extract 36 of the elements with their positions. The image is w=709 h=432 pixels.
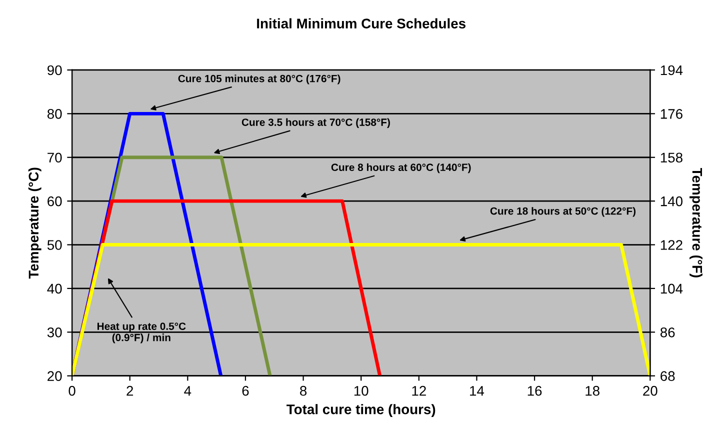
y-tick-label: 20	[48, 371, 62, 382]
y-tick-label: 50	[47, 240, 62, 250]
y-axis-title: Temperature (°C)	[28, 168, 42, 279]
x-tick-label: 0	[68, 386, 76, 396]
x-tick-label: 6	[242, 386, 249, 396]
y2-tick-label: 104	[660, 284, 683, 294]
x-tick-label: 20	[643, 386, 658, 396]
x-tick-label: 2	[126, 386, 134, 396]
y-tick-label: 60	[48, 196, 62, 206]
y2-tick-label: 176	[660, 109, 682, 119]
y-tick-label: 70	[48, 152, 62, 163]
y-tick-label: 30	[47, 327, 62, 338]
annotation: Heat up rate 0.5°C (0.9°F) / min	[97, 322, 186, 344]
chart-title: Initial Minimum Cure Schedules	[257, 18, 466, 28]
x-tick-label: 12	[412, 386, 426, 396]
annotation: Cure 105 minutes at 80°C (176°F)	[178, 74, 340, 84]
x-tick-label: 18	[586, 386, 600, 396]
y-tick-label: 40	[47, 284, 62, 294]
x-tick-label: 8	[300, 386, 307, 396]
x-axis-title: Total cure time (hours)	[286, 404, 436, 418]
x-tick-label: 14	[470, 386, 484, 396]
annotation: Cure 8 hours at 60°C (140°F)	[331, 163, 471, 174]
y-tick-label: 80	[47, 109, 62, 119]
x-tick-label: 10	[354, 386, 368, 396]
y-tick-label: 90	[48, 65, 62, 76]
y2-axis-title: Temperature (°F)	[690, 168, 702, 278]
y2-tick-label: 140	[660, 196, 683, 206]
y2-tick-label: 68	[660, 371, 675, 382]
y2-tick-label: 86	[660, 327, 675, 338]
x-tick-label: 16	[528, 386, 542, 396]
annotation: Cure 18 hours at 50°C (122°F)	[490, 207, 636, 217]
y2-tick-label: 194	[660, 65, 683, 76]
y2-tick-label: 158	[660, 152, 682, 163]
y2-tick-label: 122	[660, 240, 682, 250]
annotation: Cure 3.5 hours at 70°C (158°F)	[242, 118, 390, 128]
x-tick-label: 4	[184, 386, 192, 396]
